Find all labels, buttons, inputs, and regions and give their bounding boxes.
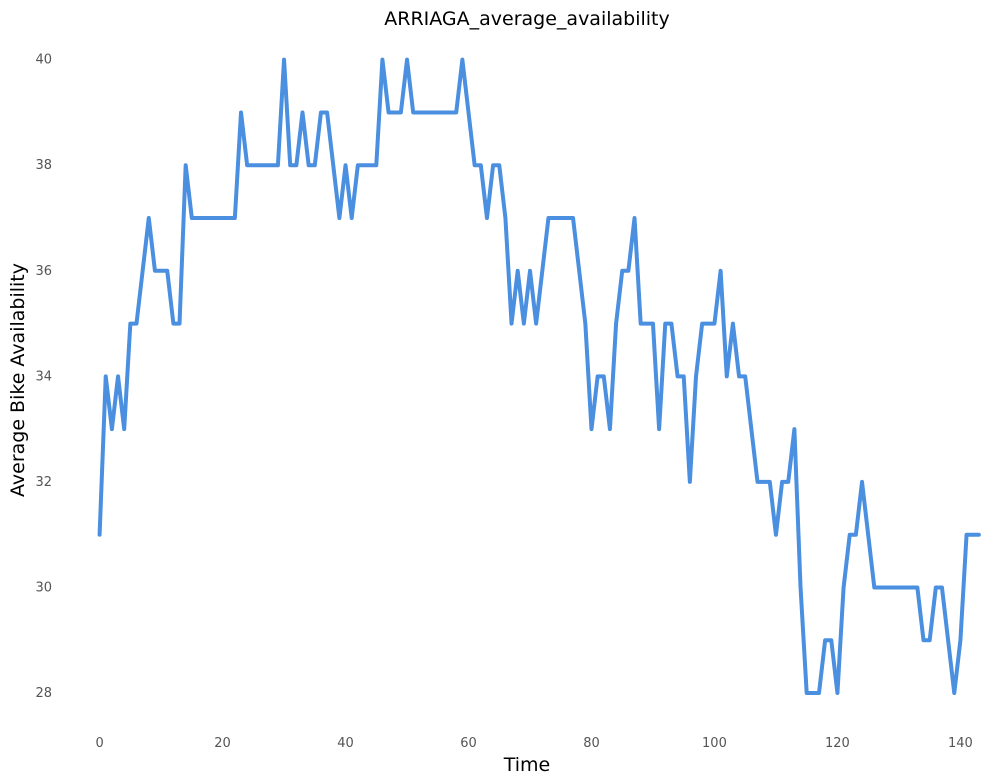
series-line	[97, 57, 981, 696]
x-axis-ticks: 0 20 40 60 80 100 120 140	[95, 736, 972, 751]
y-tick-label: 36	[35, 264, 52, 279]
x-tick-label: 20	[214, 736, 231, 751]
x-tick-label: 0	[95, 736, 103, 751]
chart-title: ARRIAGA_average_availability	[384, 8, 670, 30]
x-tick-label: 40	[337, 736, 354, 751]
x-tick-label: 140	[948, 736, 973, 751]
y-axis-ticks: 28 30 32 34 36 38 40	[35, 53, 52, 701]
y-tick-label: 32	[35, 475, 52, 490]
y-tick-label: 34	[35, 369, 52, 384]
y-axis-label: Average Bike Availability	[7, 263, 29, 497]
x-tick-label: 80	[583, 736, 600, 751]
x-tick-label: 120	[825, 736, 850, 751]
y-tick-label: 30	[35, 580, 52, 595]
y-tick-label: 28	[35, 686, 52, 701]
x-tick-label: 60	[460, 736, 477, 751]
y-tick-label: 40	[35, 53, 52, 68]
x-axis-label: Time	[503, 754, 551, 776]
x-tick-label: 100	[702, 736, 727, 751]
y-tick-label: 38	[35, 158, 52, 173]
